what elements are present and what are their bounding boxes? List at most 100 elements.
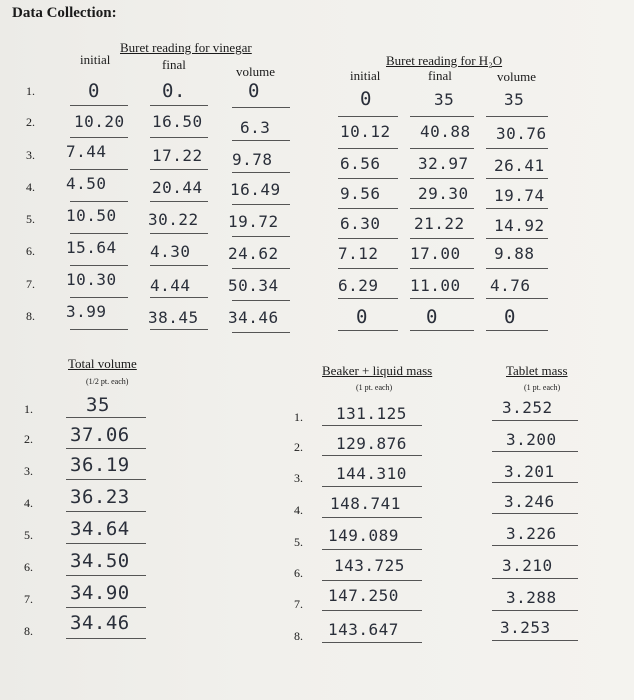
vinegar-final: 0. (162, 80, 186, 102)
beaker-mass-value: 143.647 (328, 620, 399, 639)
row-number: 6. (24, 560, 33, 574)
row-number: 4. (26, 180, 35, 194)
water-final: 0 (426, 306, 438, 328)
total-volume-value: 34.46 (70, 612, 130, 634)
row-number: 8. (294, 629, 303, 643)
vinegar-volume: 6.3 (240, 118, 271, 137)
row-number: 4. (294, 503, 303, 517)
tablet-mass-value: 3.252 (502, 398, 553, 417)
water-initial: 0 (360, 88, 372, 110)
vinegar-volume: 0 (248, 80, 260, 102)
water-volume: 9.88 (494, 244, 535, 263)
row-number: 7. (26, 277, 35, 291)
tablet-mass-value: 3.288 (506, 588, 557, 607)
total-volume-note: (1/2 pt. each) (86, 377, 129, 386)
water-initial: 0 (356, 306, 368, 328)
vinegar-group-label: Buret reading for vinegar (120, 40, 252, 55)
vinegar-initial: 7.44 (66, 142, 107, 161)
water-initial: 6.30 (340, 214, 381, 233)
beaker-mass-value: 131.125 (336, 404, 407, 423)
water-volume: 19.74 (494, 186, 545, 205)
total-volume-value: 34.90 (70, 582, 130, 604)
row-number: 7. (294, 597, 303, 611)
beaker-mass-value: 148.741 (330, 494, 401, 513)
tablet-mass-value: 3.210 (502, 556, 553, 575)
row-number: 1. (294, 410, 303, 424)
total-volume-label: Total volume (68, 356, 137, 371)
tablet-mass-value: 3.201 (504, 462, 555, 481)
water-col-initial: initial (350, 68, 381, 83)
row-number: 3. (294, 471, 303, 485)
water-initial: 6.56 (340, 154, 381, 173)
vinegar-volume: 24.62 (228, 244, 279, 263)
vinegar-final: 20.44 (152, 178, 203, 197)
page-title: Data Collection: (12, 5, 117, 21)
vinegar-col-final: final (162, 57, 186, 72)
beaker-mass-label: Beaker + liquid mass (322, 363, 433, 378)
row-number: 6. (26, 244, 35, 258)
vinegar-initial: 10.20 (74, 112, 125, 131)
beaker-mass-value: 147.250 (328, 586, 399, 605)
water-final: 21.22 (414, 214, 465, 233)
total-volume-value: 34.50 (70, 550, 130, 572)
water-initial: 10.12 (340, 122, 391, 141)
water-col-final: final (428, 68, 452, 83)
tablet-mass-value: 3.253 (500, 618, 551, 637)
row-number: 1. (24, 402, 33, 416)
vinegar-volume: 50.34 (228, 276, 279, 295)
water-initial: 9.56 (340, 184, 381, 203)
water-volume: 35 (504, 90, 525, 109)
total-volume-value: 36.23 (70, 486, 130, 508)
water-volume: 30.76 (496, 124, 547, 143)
vinegar-volume: 34.46 (228, 308, 279, 327)
water-volume: 0 (504, 306, 516, 328)
vinegar-final: 38.45 (148, 308, 199, 327)
row-number: 2. (24, 432, 33, 446)
water-final: 40.88 (420, 122, 471, 141)
row-number: 5. (24, 528, 33, 542)
tablet-mass-value: 3.246 (504, 492, 555, 511)
beaker-mass-note: (1 pt. each) (356, 383, 393, 392)
vinegar-initial: 10.50 (66, 206, 117, 225)
water-final: 29.30 (418, 184, 469, 203)
row-number: 5. (26, 212, 35, 226)
total-volume-value: 37.06 (70, 424, 130, 446)
vinegar-final: 4.44 (150, 276, 191, 295)
total-volume-value: 35 (86, 394, 110, 416)
vinegar-volume: 19.72 (228, 212, 279, 231)
row-number: 4. (24, 496, 33, 510)
beaker-mass-value: 144.310 (336, 464, 407, 483)
row-number: 2. (294, 440, 303, 454)
vinegar-initial: 4.50 (66, 174, 107, 193)
row-number: 5. (294, 535, 303, 549)
vinegar-final: 17.22 (152, 146, 203, 165)
water-volume: 4.76 (490, 276, 531, 295)
water-volume: 26.41 (494, 156, 545, 175)
row-number: 2. (26, 115, 35, 129)
row-number: 1. (26, 84, 35, 98)
total-volume-value: 36.19 (70, 454, 130, 476)
row-number: 6. (294, 566, 303, 580)
vinegar-volume: 9.78 (232, 150, 273, 169)
total-volume-value: 34.64 (70, 518, 130, 540)
row-number: 3. (26, 148, 35, 162)
water-initial: 7.12 (338, 244, 379, 263)
vinegar-initial: 0 (88, 80, 100, 102)
vinegar-col-volume: volume (236, 64, 275, 79)
row-number: 3. (24, 464, 33, 478)
vinegar-volume: 16.49 (230, 180, 281, 199)
tablet-mass-note: (1 pt. each) (524, 383, 561, 392)
row-number: 8. (24, 624, 33, 638)
tablet-mass-value: 3.200 (506, 430, 557, 449)
water-group-label: Buret reading for H₂O (386, 53, 503, 68)
beaker-mass-value: 149.089 (328, 526, 399, 545)
vinegar-initial: 3.99 (66, 302, 107, 321)
row-number: 7. (24, 592, 33, 606)
vinegar-col-initial: initial (80, 52, 111, 67)
water-volume: 14.92 (494, 216, 545, 235)
vinegar-initial: 10.30 (66, 270, 117, 289)
vinegar-final: 16.50 (152, 112, 203, 131)
water-final: 32.97 (418, 154, 469, 173)
beaker-mass-value: 143.725 (334, 556, 405, 575)
